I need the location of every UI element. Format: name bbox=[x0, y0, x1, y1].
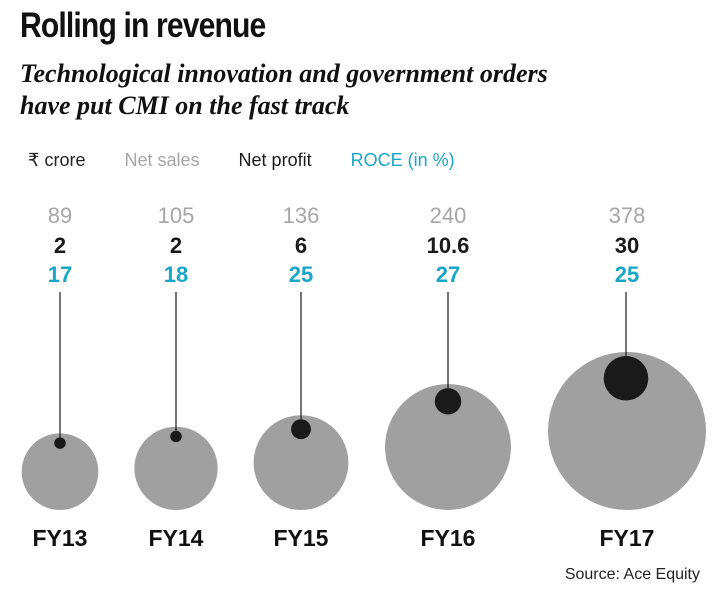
roce-label: 18 bbox=[164, 262, 188, 287]
net-sales-bubble bbox=[21, 433, 99, 510]
net-sales-bubble bbox=[548, 352, 706, 510]
net-sales-bubble bbox=[134, 426, 218, 510]
legend-net-sales: Net sales bbox=[124, 150, 200, 170]
category-label: FY14 bbox=[149, 525, 204, 551]
net-sales-bubble bbox=[385, 384, 511, 510]
net-profit-label: 6 bbox=[295, 233, 307, 258]
net-profit-label: 10.6 bbox=[427, 233, 470, 258]
roce-label: 25 bbox=[615, 262, 639, 287]
category-label: FY13 bbox=[33, 525, 88, 551]
chart-title: Rolling in revenue bbox=[20, 6, 266, 45]
legend-roce: ROCE (in %) bbox=[350, 150, 455, 170]
net-profit-label: 2 bbox=[170, 233, 182, 258]
legend: ₹ crore Net sales Net profit ROCE (in %) bbox=[28, 150, 489, 171]
net-sales-label: 240 bbox=[430, 203, 467, 228]
net-sales-label: 378 bbox=[609, 203, 646, 228]
net-profit-bubble bbox=[170, 430, 182, 443]
chart-subtitle: Technological innovation and government … bbox=[20, 58, 548, 122]
category-label: FY15 bbox=[274, 525, 329, 551]
net-profit-bubble bbox=[291, 419, 311, 440]
net-profit-bubble bbox=[603, 356, 649, 401]
subtitle-line-2: have put CMI on the fast track bbox=[20, 91, 350, 120]
net-profit-bubble bbox=[434, 388, 462, 415]
net-profit-label: 30 bbox=[615, 233, 639, 258]
net-profit-label: 2 bbox=[54, 233, 66, 258]
category-label: FY17 bbox=[600, 525, 655, 551]
roce-label: 17 bbox=[48, 262, 72, 287]
subtitle-line-1: Technological innovation and government … bbox=[20, 59, 548, 88]
net-profit-bubble bbox=[54, 437, 66, 449]
legend-net-profit: Net profit bbox=[238, 150, 312, 170]
legend-unit: ₹ crore bbox=[28, 150, 86, 170]
roce-label: 27 bbox=[436, 262, 460, 287]
net-sales-label: 136 bbox=[283, 203, 320, 228]
roce-label: 25 bbox=[289, 262, 313, 287]
net-sales-label: 89 bbox=[48, 203, 72, 228]
category-label: FY16 bbox=[421, 525, 476, 551]
net-sales-bubble bbox=[253, 415, 349, 510]
net-sales-label: 105 bbox=[158, 203, 195, 228]
source-note: Source: Ace Equity bbox=[564, 566, 700, 583]
